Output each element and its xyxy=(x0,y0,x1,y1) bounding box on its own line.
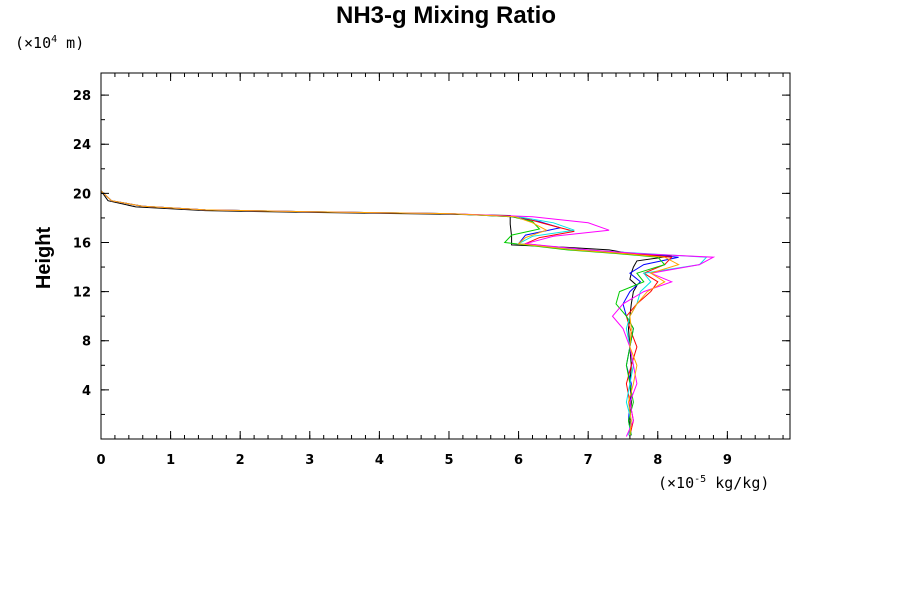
x-ticks: 0 1 2 3 4 5 6 7 8 9 xyxy=(96,73,732,468)
x-tick-label: 1 xyxy=(166,453,175,468)
x-tick-label: 3 xyxy=(305,453,314,468)
y-ticks: 4 8 12 16 20 24 28 xyxy=(73,89,790,399)
series-line-5 xyxy=(100,73,716,437)
y-tick-label: 24 xyxy=(73,138,91,153)
x-unit-label: (×10-5 kg/kg) xyxy=(658,474,769,492)
x-tick-label: 7 xyxy=(584,453,593,468)
x-tick-label: 4 xyxy=(375,453,384,468)
x-tick-label: 0 xyxy=(96,453,105,468)
series-line-0 xyxy=(100,73,672,437)
x-unit-exponent: -5 xyxy=(694,474,706,485)
x-tick-label: 6 xyxy=(514,453,523,468)
plot-frame xyxy=(100,72,791,440)
x-tick-label: 8 xyxy=(653,453,662,468)
y-tick-label: 4 xyxy=(82,384,91,399)
y-tick-label: 20 xyxy=(73,187,91,202)
series-layer xyxy=(100,73,716,437)
y-unit-label: (×104 m) xyxy=(15,34,84,52)
x-tick-label: 9 xyxy=(723,453,732,468)
x-tick-label: 2 xyxy=(236,453,245,468)
x-tick-label: 5 xyxy=(444,453,453,468)
chart-title: NH3-g Mixing Ratio xyxy=(336,2,556,29)
y-tick-label: 12 xyxy=(73,286,91,301)
series-line-4 xyxy=(100,73,708,436)
x-unit-suffix: kg/kg) xyxy=(706,474,769,492)
y-unit-exponent: 4 xyxy=(51,34,57,45)
series-line-3 xyxy=(100,73,666,436)
y-tick-label: 8 xyxy=(82,335,91,350)
y-unit-prefix: (×10 xyxy=(15,34,51,52)
series-line-6 xyxy=(100,73,680,436)
y-axis-label: Height xyxy=(33,227,55,290)
series-line-2 xyxy=(100,73,673,436)
y-tick-label: 28 xyxy=(73,89,91,104)
y-unit-suffix: m) xyxy=(57,34,84,52)
y-tick-label: 16 xyxy=(73,236,91,251)
x-unit-prefix: (×10 xyxy=(658,474,694,492)
series-line-1 xyxy=(100,73,679,436)
